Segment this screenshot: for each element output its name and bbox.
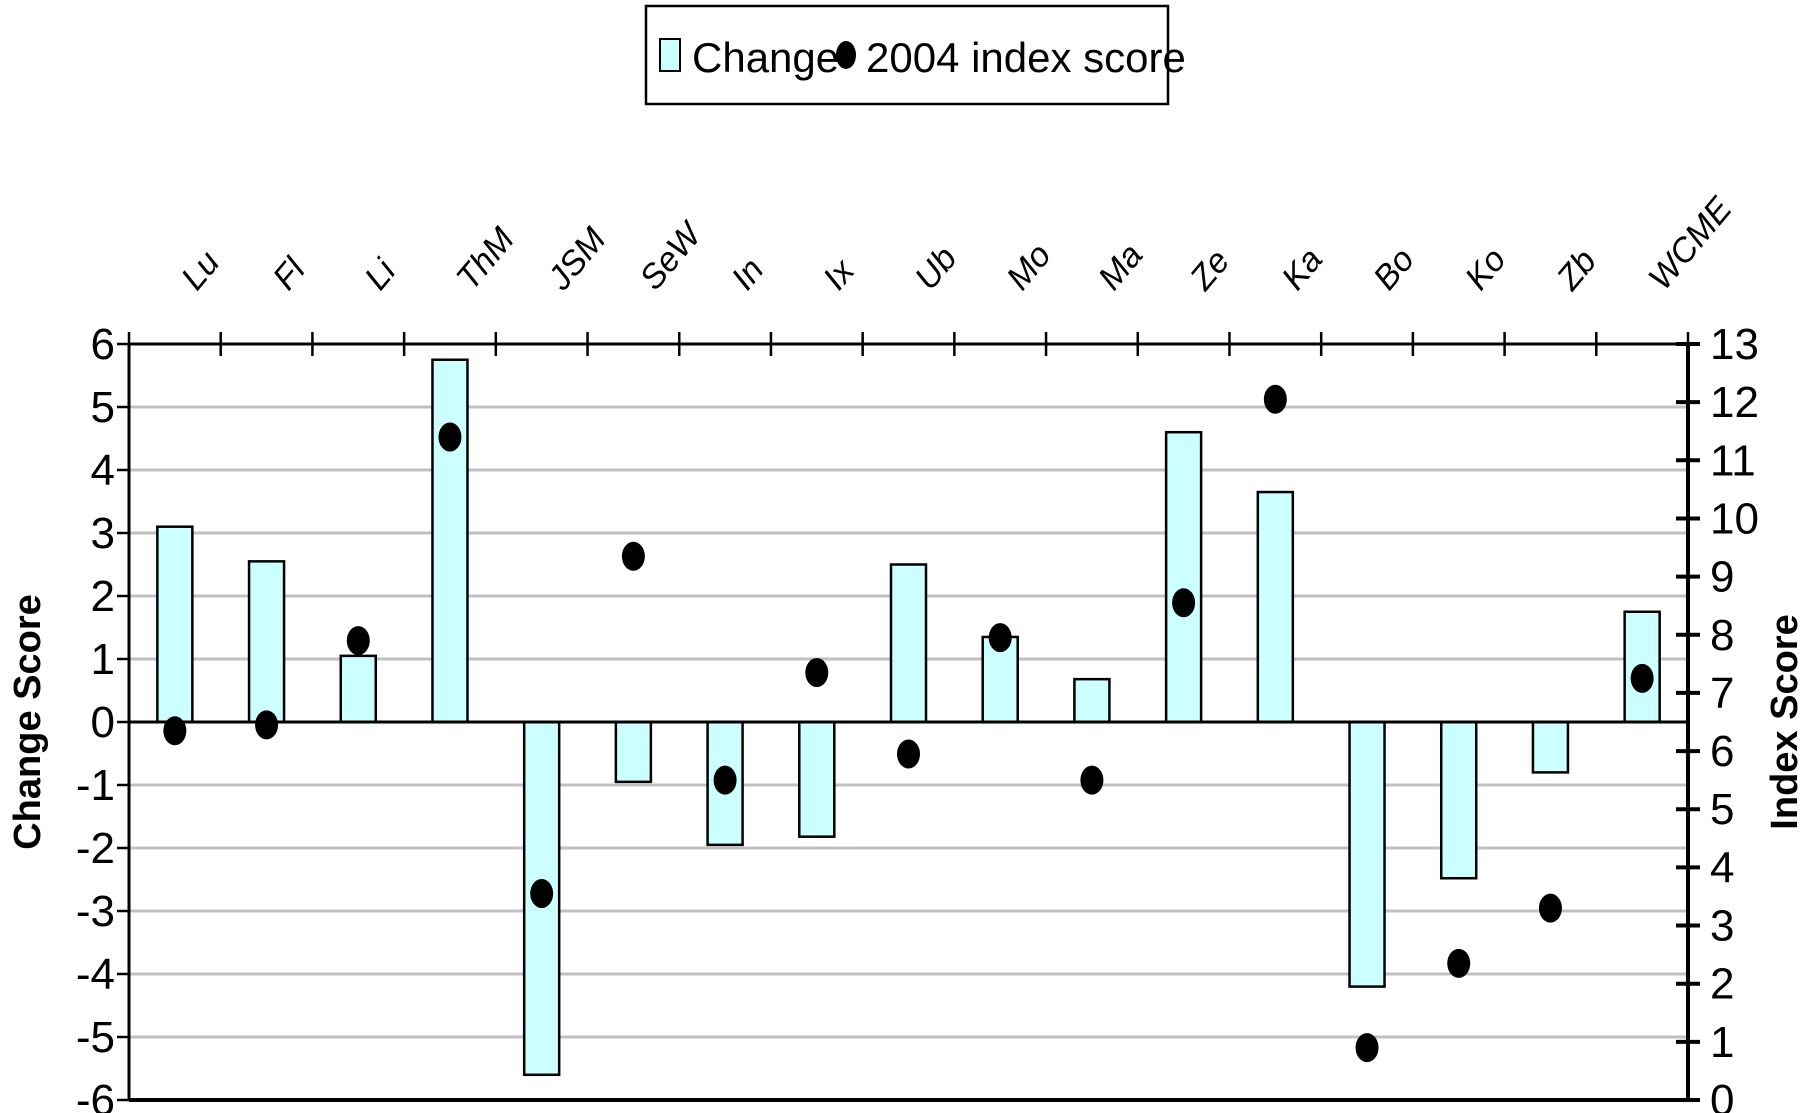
legend-label-index: 2004 index score (866, 34, 1186, 81)
left-tick-labels: 6 5 4 3 2 1 0 -1 -2 -3 -4 -5 -6 (76, 320, 115, 1113)
left-tick-label: 5 (91, 383, 115, 432)
left-tick-label: 1 (91, 635, 115, 684)
right-tick-label: 8 (1710, 611, 1734, 660)
marker-Fl (255, 710, 279, 740)
category-label-Ix: Ix (816, 252, 863, 297)
marker-SeW (621, 541, 645, 571)
bar-Li (339, 654, 378, 724)
category-labels: Lu Fl Li ThM JSM SeW In Ix Ub Mo Ma Ze Ka Bo Ko Zb WCME (174, 190, 1740, 298)
bar-Ko (1439, 720, 1478, 880)
category-label-Ma: Ma (1091, 237, 1150, 298)
bar-Ka (1256, 490, 1295, 724)
right-tick-label: 11 (1710, 436, 1756, 485)
marker-Zb (1538, 893, 1562, 923)
left-tick-label: 6 (91, 320, 115, 369)
category-label-WCME: WCME (1641, 190, 1740, 297)
bar-Ma (1073, 677, 1111, 724)
bar-ThM (431, 358, 469, 724)
marker-Ka (1263, 384, 1287, 414)
marker-Mo (988, 623, 1012, 653)
marker-Bo (1355, 1033, 1379, 1063)
bar-SeW (614, 720, 653, 784)
legend-box (644, 4, 1170, 106)
legend-label-change: Change (692, 34, 839, 81)
bar-Lu (156, 525, 194, 724)
marker-Ze (1172, 588, 1196, 618)
marker-Li (346, 626, 370, 656)
markers (163, 384, 1654, 1063)
legend: Change 2004 index score (644, 4, 1186, 106)
category-label-JSM: JSM (540, 220, 614, 298)
left-tick-label: 0 (91, 698, 115, 747)
marker-ThM (438, 422, 462, 452)
left-tick-label: -4 (76, 950, 115, 999)
bar-Ub (889, 563, 928, 724)
right-tick-label: 3 (1710, 902, 1734, 951)
right-tick-label: 9 (1710, 553, 1734, 602)
right-tick-label: 10 (1710, 494, 1759, 543)
category-label-Fl: Fl (266, 250, 314, 297)
left-tick-label: -3 (76, 887, 115, 936)
bars (156, 358, 1661, 1077)
category-label-Ub: Ub (908, 239, 965, 297)
right-tick-label: 4 (1710, 843, 1734, 892)
marker-Ko (1447, 948, 1471, 978)
bar-Zb (1531, 720, 1570, 774)
category-label-SeW: SeW (632, 214, 710, 297)
marker-Ub (897, 739, 920, 769)
legend-swatch-change (659, 38, 681, 72)
left-tick-label: -1 (76, 761, 115, 810)
marker-WCME (1630, 663, 1654, 693)
right-tick-label: 6 (1710, 727, 1734, 776)
category-label-ThM: ThM (449, 220, 522, 297)
right-tick-label: 12 (1710, 378, 1759, 427)
bar-Ze (1164, 430, 1203, 724)
legend-marker-index (836, 41, 856, 69)
bar-Ix (798, 720, 836, 838)
category-label-Ko: Ko (1458, 241, 1514, 297)
category-label-Lu: Lu (174, 244, 227, 297)
marker-Ma (1080, 765, 1104, 795)
left-tick-label: -2 (76, 824, 115, 873)
marker-Ix (805, 658, 829, 688)
left-tick-label: 4 (91, 446, 115, 495)
right-tick-label: 1 (1710, 1018, 1734, 1067)
category-label-Ze: Ze (1182, 242, 1237, 298)
right-axis-title: Index Score (1764, 614, 1806, 829)
axes (117, 332, 1700, 1102)
left-tick-label: -5 (76, 1013, 115, 1062)
left-axis-title: Change Score (7, 594, 49, 850)
category-label-Li: Li (357, 251, 404, 297)
bar-Bo (1348, 720, 1386, 988)
category-label-Zb: Zb (1549, 242, 1604, 298)
left-tick-label: 2 (91, 572, 115, 621)
category-label-Mo: Mo (999, 237, 1058, 298)
bar-Fl (247, 560, 286, 724)
category-label-Ka: Ka (1274, 241, 1330, 297)
category-label-In: In (724, 251, 771, 297)
marker-JSM (530, 879, 554, 909)
right-tick-label: 13 (1710, 320, 1759, 369)
left-tick-label: -6 (76, 1076, 115, 1113)
right-tick-label: 0 (1710, 1076, 1734, 1113)
right-tick-label: 5 (1710, 785, 1734, 834)
gridlines (129, 405, 1688, 1039)
right-tick-label: 7 (1710, 669, 1734, 718)
category-label-Bo: Bo (1366, 241, 1422, 297)
marker-In (713, 765, 737, 795)
right-tick-label: 2 (1710, 960, 1734, 1009)
left-tick-label: 3 (91, 509, 115, 558)
